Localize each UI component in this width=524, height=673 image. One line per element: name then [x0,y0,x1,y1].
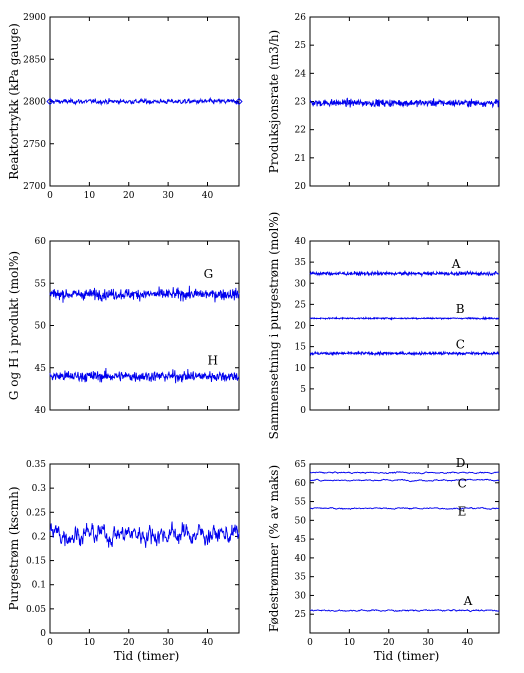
x-tick-label: 0 [307,638,313,648]
y-tick-label: 2700 [23,182,46,192]
y-tick-label: 40 [295,554,307,564]
panel-3: 40 45 50 55 60 G og H i produkt (mol%) G H [7,237,240,416]
series-annotation-a: A [451,257,461,271]
y-tick-label: 15 [295,343,307,353]
series-line-3 [309,506,500,511]
x-tick-label: 0 [47,191,53,201]
y-axis-label: G og H i produkt (mol%) [7,251,21,400]
x-tick-label: 30 [162,638,174,648]
x-tick-label: 40 [202,638,214,648]
y-tick-label: 0.05 [26,605,46,615]
panel-4: 0 5 10 15 20 25 30 35 40 Sammensetning i purgestr… [267,212,500,440]
y-tick-label: 55 [295,498,307,508]
x-tick-label: 30 [162,191,174,201]
x-tick-label: 20 [123,638,135,648]
y-tick-label: 0.2 [32,532,46,542]
series-line-2 [309,315,500,321]
y-tick-label: 24 [295,69,307,79]
panel-6: 25 30 35 40 45 50 55 60 65 0 10 20 30 40 Fødestrømmer … [267,456,500,663]
series-line-1 [49,285,240,303]
x-tick-label: 20 [123,191,135,201]
y-tick-label: 23 [295,98,307,108]
y-tick-label: 65 [295,460,307,470]
series-line-1 [309,97,500,109]
series-annotation-h: H [208,353,218,367]
y-tick-label: 0.35 [26,460,46,470]
series-line-2 [309,478,500,483]
y-tick-label: 22 [295,126,306,136]
x-tick-label: 40 [202,191,214,201]
y-axis-label: Purgestrøm (kscmh) [7,486,21,610]
series-line-2 [49,368,240,384]
y-tick-label: 21 [295,154,306,164]
y-tick-label: 0 [300,406,306,416]
y-tick-label: 2850 [23,55,46,65]
series-annotation-e: E [458,504,467,518]
series-line-4 [309,608,500,613]
y-tick-label: 50 [35,322,47,332]
y-tick-label: 30 [295,279,307,289]
y-tick-label: 2750 [23,140,46,150]
series-annotation-c: C [456,337,465,351]
y-tick-label: 26 [295,13,307,23]
endpoint-marker [235,97,243,106]
axes-frame [49,463,240,634]
y-tick-label: 60 [35,237,47,247]
y-tick-label: 0.15 [26,557,46,567]
y-tick-label: 0.25 [26,508,46,518]
panel-1: 2700 2750 2800 2850 2900 0 10 20 30 40 Reaktortryk… [7,13,243,201]
y-axis-label: Produksjonsrate (m3/h) [267,30,281,173]
axes-frame [309,463,500,634]
series-line-1 [309,269,500,278]
series-line-1 [49,521,240,548]
axes-frame [309,240,500,411]
y-tick-label: 20 [295,322,307,332]
series-annotation-g: G [204,267,214,281]
y-tick-label: 0.3 [32,484,47,494]
panel-5: 0 0.05 0.1 0.15 0.2 0.25 0.3 0.35 0 10 20 30 40 Purge… [7,460,240,663]
y-tick-label: 10 [295,364,307,374]
y-tick-label: 5 [300,385,306,395]
y-tick-label: 45 [295,535,307,545]
x-tick-label: 40 [462,638,474,648]
y-tick-label: 25 [295,41,307,51]
y-axis-label: Fødestrømmer (% av maks) [267,465,281,632]
y-axis-label: Reaktortrykk (kPa gauge) [7,23,21,180]
series-annotation-c: C [458,476,467,490]
y-tick-label: 2900 [23,13,46,23]
series-annotation-b: B [456,302,465,316]
y-tick-label: 50 [295,516,307,526]
y-tick-label: 40 [295,237,307,247]
y-tick-label: 20 [295,182,307,192]
y-axis-label: Sammensetning i purgestrøm (mol%) [267,212,281,440]
y-tick-label: 25 [295,300,307,310]
y-tick-label: 30 [295,591,307,601]
series-annotation-d: D [456,456,466,470]
y-tick-label: 60 [295,479,307,489]
y-tick-label: 0.1 [32,581,46,591]
y-tick-label: 35 [295,573,307,583]
endpoint-marker [46,97,54,106]
y-tick-label: 2800 [23,98,46,108]
x-axis-label: Tid (timer) [114,649,180,663]
x-tick-label: 10 [84,191,96,201]
x-tick-label: 10 [84,638,96,648]
series-line-1 [49,96,240,107]
x-tick-label: 10 [344,638,356,648]
series-line-1 [309,471,500,475]
series-line-3 [309,350,500,357]
x-tick-label: 0 [47,638,53,648]
x-tick-label: 30 [422,638,434,648]
series-annotation-a: A [463,594,473,608]
x-tick-label: 20 [383,638,395,648]
y-tick-label: 25 [295,610,307,620]
y-tick-label: 55 [35,279,47,289]
y-tick-label: 0 [40,629,46,639]
x-axis-label: Tid (timer) [374,649,440,663]
panel-2: 20 21 22 23 24 25 26 Produksjonsrate (m3/h) [267,13,500,192]
y-tick-label: 40 [35,406,47,416]
y-tick-label: 45 [35,364,47,374]
y-tick-label: 35 [295,258,307,268]
